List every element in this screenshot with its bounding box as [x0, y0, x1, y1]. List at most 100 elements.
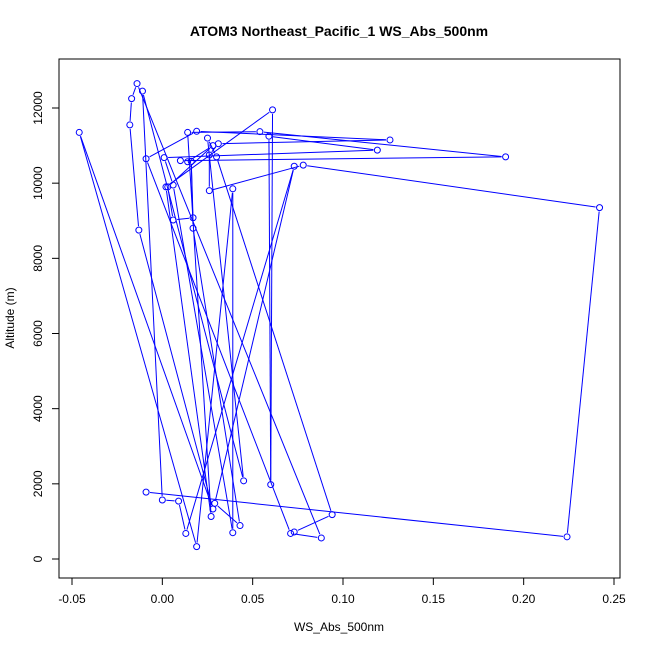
series-segment	[129, 102, 132, 121]
data-point	[142, 155, 150, 163]
series-segment	[217, 160, 332, 511]
series-segment	[178, 504, 186, 530]
x-tick-label: 0.25	[602, 592, 626, 606]
data-point	[193, 127, 201, 135]
data-point	[596, 204, 604, 212]
y-tick-label: 2000	[31, 470, 45, 497]
data-point	[290, 162, 298, 170]
series-segment	[177, 217, 190, 221]
x-tick-label: 0.20	[512, 592, 536, 606]
series-segment	[142, 94, 244, 478]
data-point	[75, 128, 83, 136]
data-point	[209, 142, 217, 150]
data-point	[373, 146, 381, 154]
series-segment	[184, 156, 502, 162]
series-segment	[132, 87, 137, 96]
data-point	[236, 522, 244, 530]
data-point	[205, 151, 213, 159]
y-axis-label: Altitude (m)	[3, 287, 17, 348]
data-point	[290, 528, 298, 536]
series-segment	[168, 111, 270, 185]
series-segment	[170, 147, 211, 185]
data-point	[386, 136, 394, 144]
series-segment	[217, 505, 238, 524]
y-tick-label: 8000	[31, 245, 45, 272]
x-axis-label: WS_Abs_500nm	[294, 620, 384, 634]
series-segment	[272, 136, 374, 151]
series-segment	[207, 141, 244, 477]
series-segment	[166, 499, 175, 502]
series-segment	[294, 533, 318, 538]
series-segment	[268, 140, 272, 481]
series-segment	[190, 147, 210, 161]
data-point	[205, 187, 213, 195]
series-points	[75, 80, 604, 551]
series-segment	[270, 113, 274, 481]
data-point	[189, 224, 197, 232]
series-segment	[79, 136, 197, 543]
data-point	[269, 106, 277, 114]
series-segment	[200, 130, 386, 141]
data-point	[128, 95, 136, 103]
data-point	[265, 132, 273, 140]
data-point	[287, 529, 295, 537]
data-point	[193, 543, 201, 551]
data-point	[240, 477, 248, 485]
data-point	[187, 157, 195, 165]
data-point	[176, 157, 184, 165]
x-axis: -0.05 0.00 0.05 0.10 0.15 0.20 0.25	[58, 577, 626, 606]
y-tick-label: 10000	[31, 166, 45, 200]
series-segment	[168, 149, 374, 158]
series-segment	[307, 165, 596, 208]
series-segment	[263, 131, 502, 157]
data-point	[267, 481, 275, 489]
series-segment	[297, 515, 329, 531]
chart-title: ATOM3 Northeast_Pacific_1 WS_Abs_500nm	[190, 23, 488, 39]
data-point	[563, 533, 571, 541]
x-tick-label: -0.05	[58, 592, 86, 606]
data-point	[138, 87, 146, 95]
data-point	[126, 121, 134, 129]
series-segment	[80, 136, 213, 506]
data-point	[256, 128, 264, 136]
data-point	[182, 529, 190, 537]
data-point	[328, 511, 336, 519]
series-segment	[222, 139, 386, 145]
data-point	[213, 153, 221, 161]
series-segment	[164, 161, 173, 182]
y-tick-label: 12000	[31, 91, 45, 125]
x-tick-label: 0.15	[422, 592, 446, 606]
y-axis: 0 2000 4000 6000 8000 10000 12000	[31, 91, 60, 562]
data-point	[207, 513, 215, 521]
data-point	[169, 216, 177, 224]
series-segment	[191, 131, 256, 133]
series-segment	[213, 165, 300, 191]
series-segment	[138, 87, 321, 535]
y-tick-label: 4000	[31, 395, 45, 422]
data-point	[189, 214, 197, 222]
series-segment	[149, 132, 194, 158]
data-point	[229, 185, 237, 193]
data-point	[162, 183, 170, 191]
x-tick-label: 0.10	[331, 592, 355, 606]
data-point	[229, 529, 237, 537]
data-point	[211, 499, 219, 507]
series-segment	[215, 170, 294, 500]
data-point	[133, 80, 141, 88]
data-point	[142, 488, 150, 496]
data-point	[299, 161, 307, 169]
series-segment	[129, 128, 140, 227]
series-segment	[149, 492, 564, 537]
data-point	[502, 153, 510, 161]
series-segment	[566, 211, 600, 533]
data-point	[164, 183, 172, 191]
data-point	[175, 497, 183, 505]
series-segment	[165, 190, 212, 513]
y-tick-label: 6000	[31, 320, 45, 347]
y-tick-label: 0	[31, 555, 45, 562]
x-tick-label: 0.05	[241, 592, 265, 606]
data-point	[160, 154, 168, 162]
data-point	[158, 496, 166, 504]
